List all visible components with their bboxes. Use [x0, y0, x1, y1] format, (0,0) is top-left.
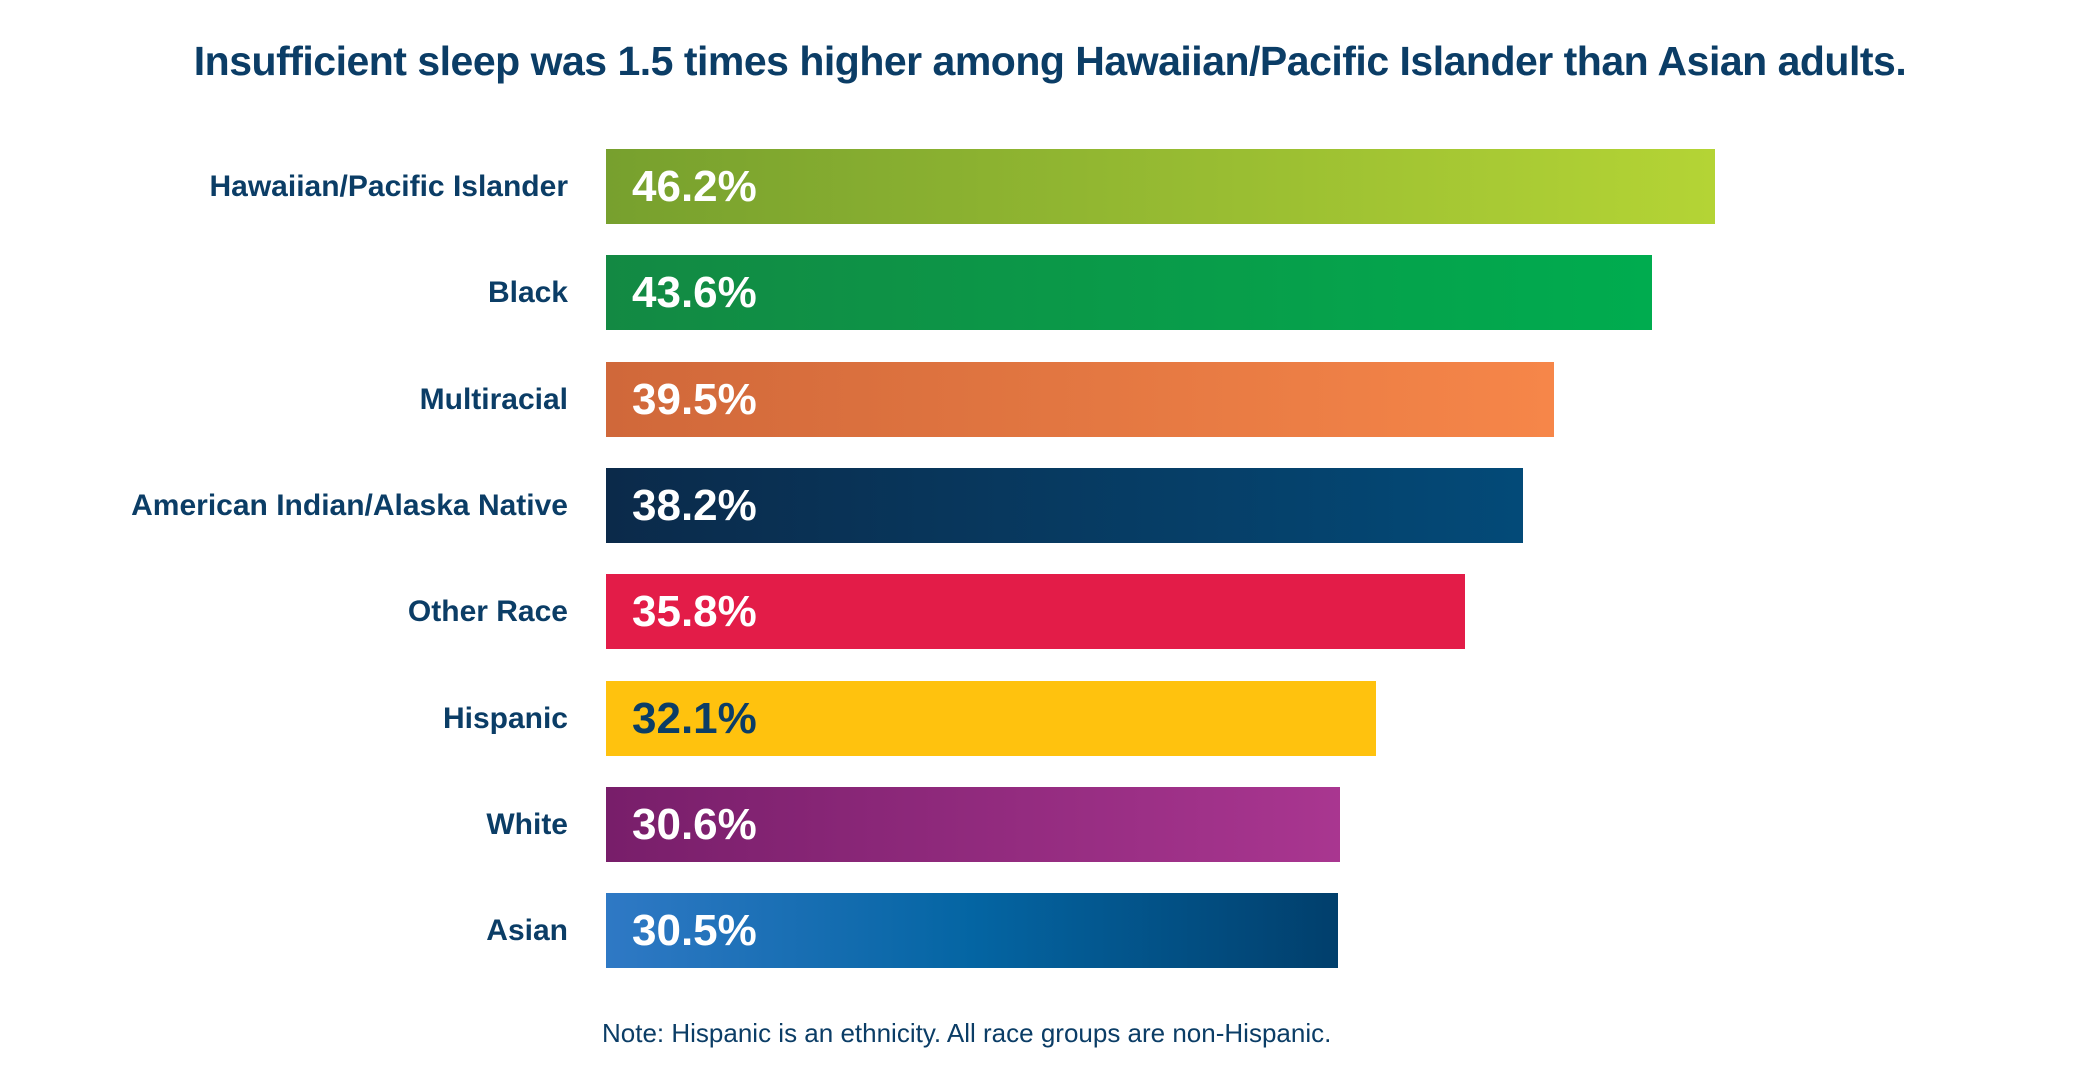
bar: 46.2% — [606, 149, 1715, 224]
category-label: Asian — [486, 914, 568, 948]
data-label: 43.6% — [632, 268, 757, 318]
bar: 30.6% — [606, 786, 1341, 862]
data-label: 30.5% — [632, 906, 757, 956]
data-label: 32.1% — [632, 693, 757, 743]
category-label: Other Race — [407, 595, 568, 629]
chart-note: Note: Hispanic is an ethnicity. All race… — [602, 1018, 1332, 1048]
category-label: White — [486, 807, 568, 841]
bar: 32.1% — [606, 680, 1377, 756]
category-label: Multiracial — [419, 382, 568, 416]
bar: 38.2% — [606, 467, 1523, 543]
chart-title: Insufficient sleep was 1.5 times higher … — [193, 38, 1907, 84]
data-label: 35.8% — [632, 587, 757, 637]
data-label: 39.5% — [632, 374, 757, 424]
bar: 39.5% — [606, 361, 1554, 437]
category-label: Hawaiian/Pacific Islander — [209, 170, 569, 203]
data-label: 38.2% — [632, 480, 757, 530]
bar: 35.8% — [606, 574, 1466, 650]
category-label: Hispanic — [442, 701, 568, 735]
data-label: 30.6% — [632, 799, 757, 849]
bar: 30.5% — [606, 893, 1338, 969]
category-label: American Indian/Alaska Native — [131, 488, 568, 522]
bar: 43.6% — [606, 255, 1653, 331]
data-label: 46.2% — [632, 162, 757, 211]
category-label: Black — [487, 276, 568, 310]
